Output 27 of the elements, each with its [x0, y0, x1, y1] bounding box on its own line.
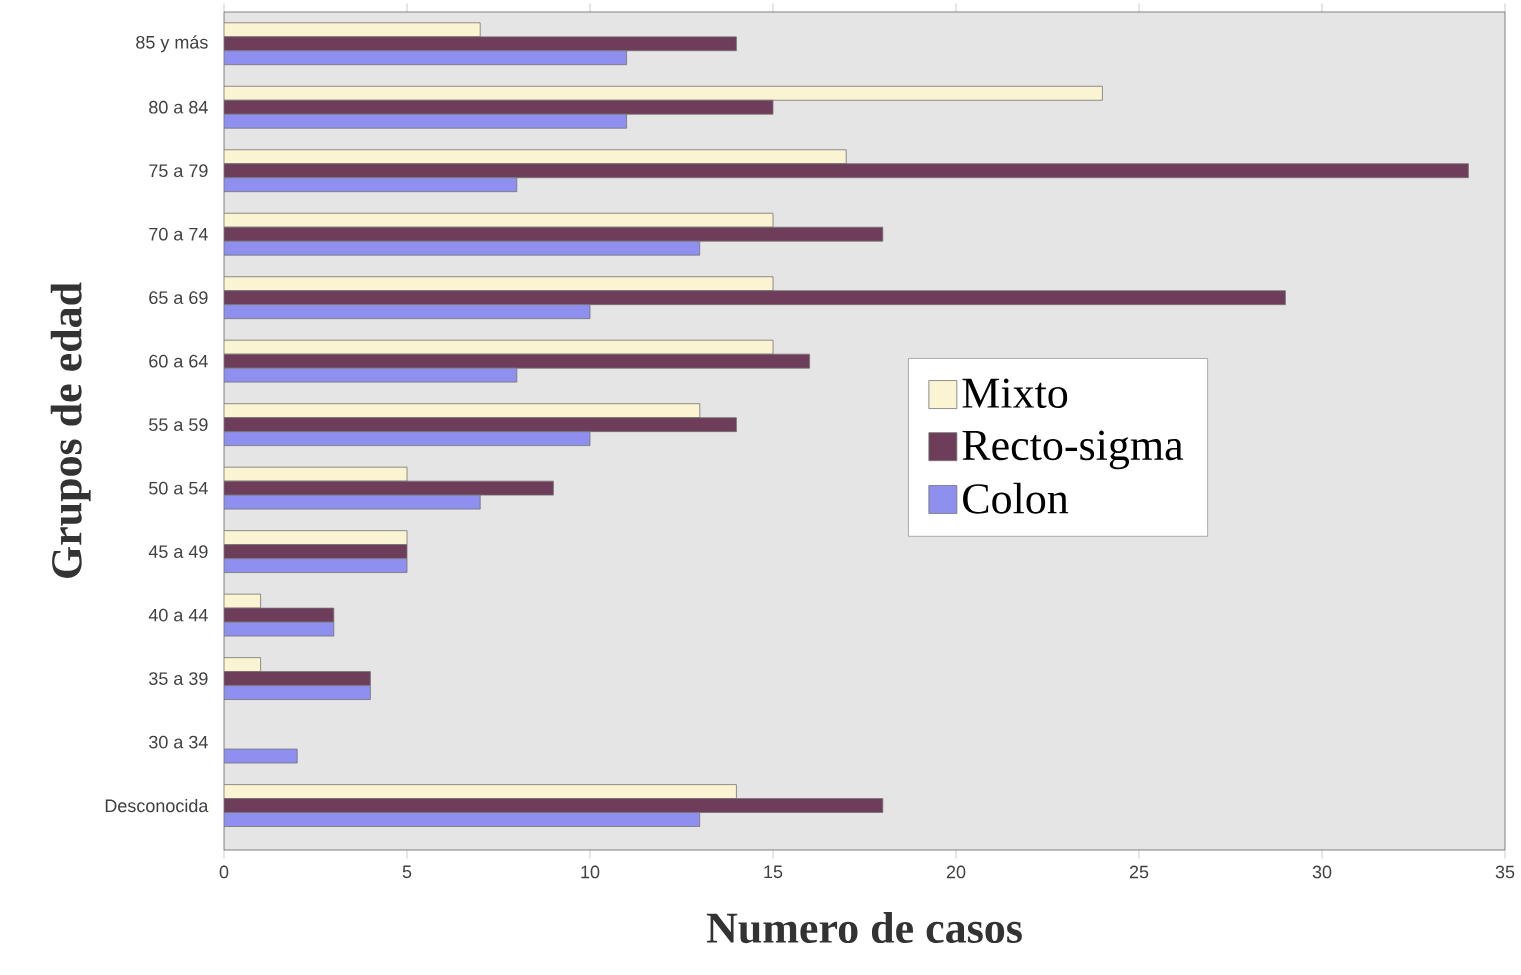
y-tick-label: 30 a 34: [149, 735, 208, 749]
y-axis-title: Grupos de edad: [50, 282, 91, 578]
y-tick-label: 35 a 39: [149, 672, 208, 685]
legend-label: Colon: [963, 482, 1069, 514]
y-tick-label: 80 a 84: [149, 100, 208, 114]
bar: [224, 748, 298, 764]
x-axis-title: Numero de casos: [706, 912, 1022, 944]
y-tick-label: 85 y más: [136, 35, 208, 53]
x-tick-label: 35: [1495, 865, 1515, 879]
x-tick-label: 10: [581, 865, 600, 879]
x-tick-label: 30: [1312, 865, 1332, 879]
y-tick-label: 50 a 54: [149, 481, 208, 495]
y-tick-label: 60 a 64: [149, 354, 208, 368]
x-tick-label: 5: [402, 865, 412, 879]
y-tick-label: 65 a 69: [149, 291, 208, 305]
y-tick-label: 40 a 44: [148, 608, 208, 622]
legend-label: Recto-sigma: [962, 430, 1184, 470]
x-tick-label: 0: [219, 865, 229, 879]
x-tick-label: 20: [946, 865, 966, 879]
y-tick-label: 55 a 59: [149, 418, 208, 432]
y-tick-label: 70 a 74: [149, 227, 208, 241]
x-tick-label: 15: [764, 865, 783, 879]
y-tick-label: Desconocida: [105, 798, 209, 813]
x-tick-label: 25: [1129, 865, 1149, 879]
legend-label: Mixto: [962, 378, 1068, 409]
y-tick-label: 75 a 79: [149, 164, 208, 178]
y-tick-label: 45 a 49: [148, 545, 208, 558]
